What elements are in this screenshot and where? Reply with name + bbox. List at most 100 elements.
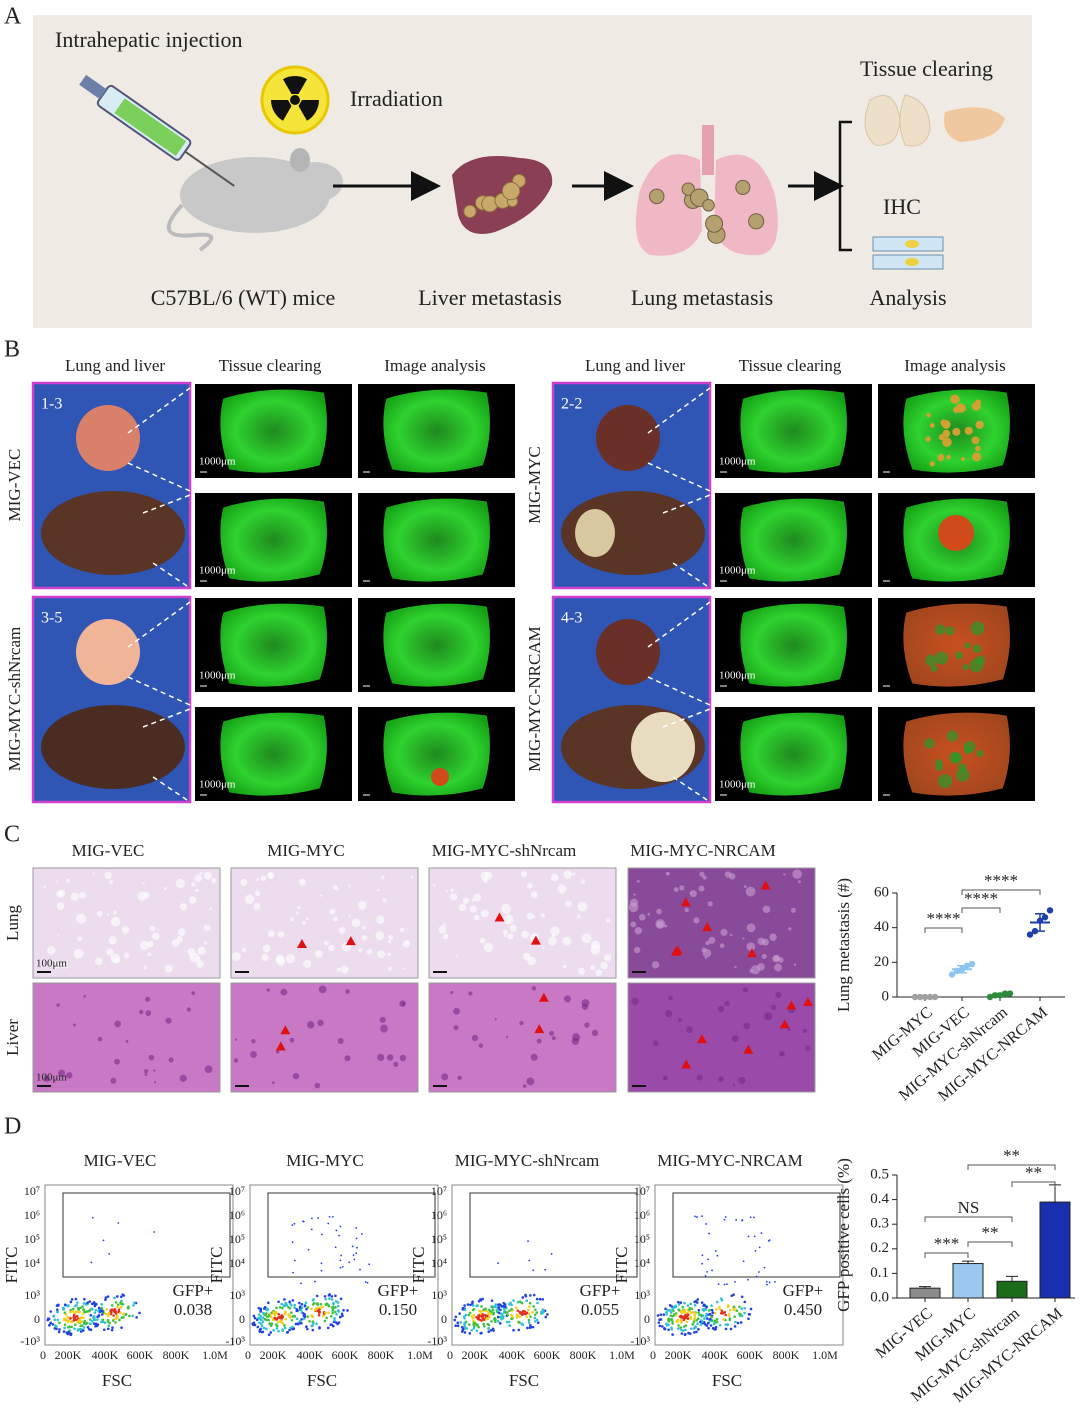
event-dot — [94, 1308, 98, 1312]
event-dot — [507, 1303, 511, 1306]
group-label: MIG-MYC-NRCAM — [525, 626, 544, 771]
tick-label: 0 — [441, 1312, 447, 1326]
tissue-texture — [380, 1024, 389, 1033]
tissue-texture — [144, 1073, 148, 1076]
event-dot — [749, 1307, 753, 1311]
tissue-texture — [749, 969, 754, 973]
tissue-texture — [724, 871, 732, 878]
event-dot — [368, 1263, 371, 1266]
event-dot — [291, 1299, 295, 1302]
event-dot — [760, 1232, 763, 1234]
tissue-texture — [377, 950, 386, 959]
event-dot — [680, 1332, 684, 1335]
scale-label: 1000μm — [719, 779, 756, 791]
tumor-marker — [746, 948, 757, 958]
tissue-texture — [108, 936, 117, 945]
event-dot — [510, 1314, 513, 1317]
tissue-texture — [787, 1027, 791, 1032]
tissue-texture — [382, 898, 387, 903]
tissue-texture — [318, 985, 327, 994]
event-dot — [97, 1309, 100, 1313]
event-dot — [302, 1317, 306, 1320]
event-dot — [667, 1328, 670, 1332]
event-dot — [489, 1329, 493, 1332]
event-dot — [738, 1305, 741, 1309]
event-dot — [307, 1248, 310, 1251]
y-tick-label: 40 — [874, 919, 889, 935]
event-dot — [685, 1320, 689, 1324]
event-dot — [71, 1309, 74, 1313]
event-dot — [510, 1317, 513, 1321]
tissue-texture — [386, 1054, 394, 1061]
column-header: Lung and liver — [65, 356, 165, 375]
event-dot — [529, 1294, 532, 1297]
tissue-texture — [707, 901, 713, 907]
red-patch — [926, 412, 931, 418]
event-dot — [535, 1318, 539, 1322]
red-patch — [955, 403, 966, 413]
radiation-blade — [298, 100, 319, 121]
event-dot — [83, 1297, 86, 1301]
event-dot — [714, 1250, 717, 1252]
tissue-texture — [705, 940, 710, 946]
tissue-texture — [720, 928, 728, 936]
event-dot — [499, 1308, 502, 1312]
tick-label: 10⁵ — [229, 1232, 245, 1246]
tumor-marker — [760, 880, 771, 890]
event-dot — [724, 1216, 727, 1218]
green-patch — [930, 665, 938, 673]
green-patch — [938, 774, 953, 789]
event-dot — [535, 1311, 539, 1314]
event-dot — [671, 1322, 674, 1325]
plot-frame — [44, 1184, 234, 1346]
tissue-texture — [441, 1073, 449, 1081]
event-dot — [668, 1309, 672, 1312]
event-dot — [323, 1319, 327, 1323]
event-dot — [677, 1324, 680, 1327]
tissue — [383, 603, 490, 687]
tick-label: 400K — [702, 1348, 729, 1362]
plot-frame — [654, 1184, 844, 1346]
tissue-texture — [770, 1004, 777, 1011]
tick-label: 400K — [92, 1348, 119, 1362]
tissue-texture — [405, 939, 410, 945]
event-dot — [527, 1240, 529, 1243]
tumor-marker — [786, 1000, 797, 1010]
tissue-texture — [698, 885, 705, 892]
event-dot — [107, 1311, 111, 1315]
event-dot — [336, 1301, 340, 1304]
tissue-texture — [520, 871, 528, 878]
event-dot — [727, 1304, 730, 1307]
tissue-texture — [233, 1058, 239, 1063]
y-tick-label: 0 — [882, 988, 890, 1004]
event-dot — [699, 1323, 703, 1326]
histology-image — [230, 982, 419, 1093]
event-dot — [299, 1319, 302, 1323]
tick-label: 1.0M — [202, 1348, 228, 1362]
tick-label: 10⁷ — [634, 1184, 650, 1198]
red-patch — [975, 420, 984, 429]
event-dot — [718, 1323, 722, 1327]
event-dot — [487, 1327, 490, 1330]
tissue-texture — [689, 890, 697, 898]
event-dot — [122, 1294, 126, 1297]
event-dot — [490, 1310, 493, 1314]
tissue-texture — [505, 1035, 509, 1039]
tissue-texture — [647, 912, 651, 916]
tissue-texture — [762, 905, 771, 914]
tissue-texture — [494, 1018, 497, 1021]
event-dot — [532, 1293, 536, 1297]
photo-lung — [596, 405, 660, 471]
photo-lung — [76, 405, 140, 471]
tissue-texture — [195, 888, 199, 893]
event-dot — [322, 1314, 325, 1318]
event-dot — [260, 1322, 263, 1326]
gate — [267, 1192, 436, 1278]
event-dot — [275, 1306, 278, 1310]
tissue-texture — [387, 966, 393, 971]
tissue-texture — [345, 989, 350, 994]
event-dot — [732, 1305, 736, 1309]
event-dot — [270, 1323, 273, 1326]
tumor-marker — [681, 1059, 692, 1069]
syringe-plunger — [79, 74, 107, 100]
